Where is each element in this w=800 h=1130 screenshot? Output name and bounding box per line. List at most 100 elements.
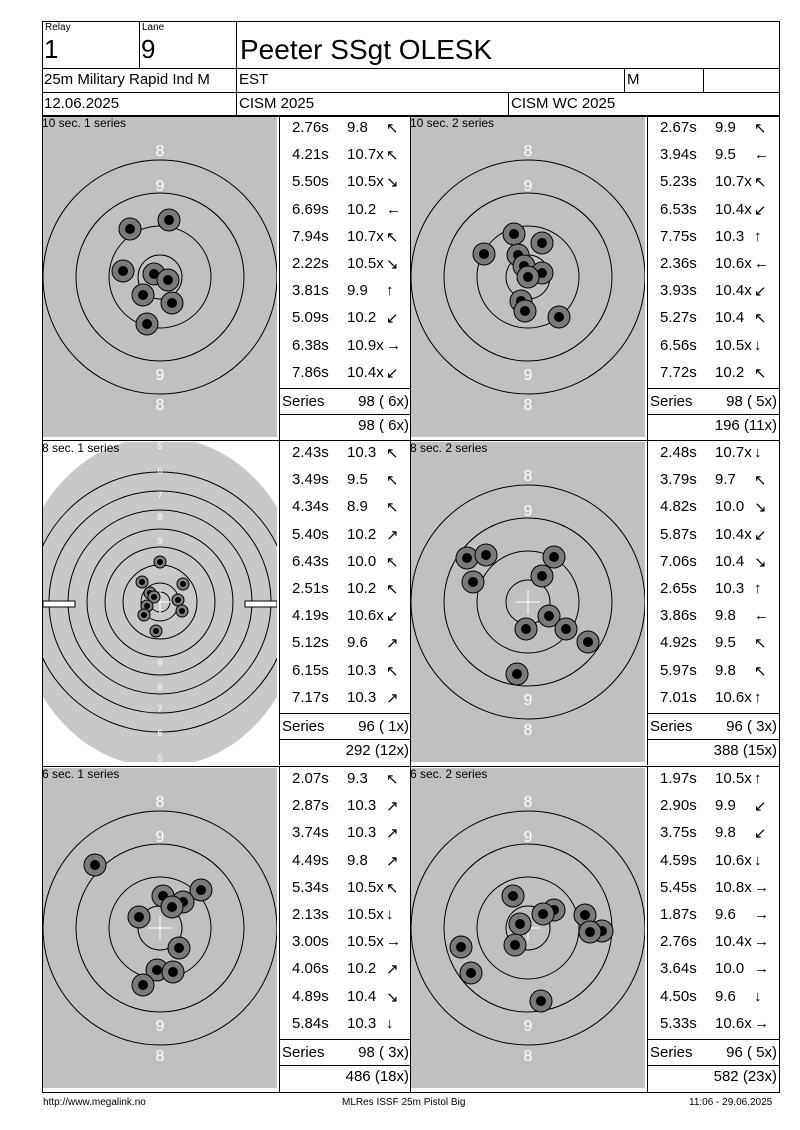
shot-score: 10.7x <box>715 173 752 191</box>
cumulative-score: 388 (15x) <box>713 742 777 759</box>
divider <box>42 440 780 441</box>
shot-direction-icon: ↙ <box>754 526 767 544</box>
shot-time: 5.27s <box>660 309 697 327</box>
shot-row: 3.79s 9.7 ↖ <box>648 468 779 495</box>
shot-row: 1.97s 10.5x ↑ <box>648 767 779 794</box>
shot-hole <box>153 555 167 569</box>
shot-direction-icon: ↙ <box>754 798 767 816</box>
shot-direction-icon: → <box>386 336 401 354</box>
svg-text:8: 8 <box>524 143 533 160</box>
target-image: 8 9 9 8 <box>42 117 278 437</box>
series-total-row: Series 98 ( 5x) <box>648 388 779 415</box>
shot-row: 7.06s 10.4 ↘ <box>648 550 779 577</box>
shot-time: 2.48s <box>660 444 697 461</box>
shot-time: 6.53s <box>660 200 697 218</box>
cumulative-score: 486 (18x) <box>345 1068 409 1085</box>
shot-direction-icon: ↖ <box>754 120 767 137</box>
shot-time: 2.13s <box>292 906 329 923</box>
shot-row: 4.49s 9.8 ↗ <box>280 849 411 876</box>
footer-software: MLRes ISSF 25m Pistol Big <box>342 1097 466 1108</box>
shot-score: 9.9 <box>715 797 736 815</box>
shot-direction-icon: → <box>754 878 769 896</box>
shot-score: 9.6 <box>715 906 736 923</box>
shot-row: 5.40s 10.2 ↗ <box>280 523 411 550</box>
shot-time: 3.93s <box>660 282 697 300</box>
shot-time: 2.90s <box>660 797 697 815</box>
shot-time: 5.34s <box>292 878 329 896</box>
divider <box>139 21 140 68</box>
shot-row: 6.38s 10.9x → <box>280 334 411 361</box>
shot-score: 10.6x <box>715 851 752 869</box>
divider <box>42 766 780 767</box>
shot-hole <box>459 961 483 985</box>
shot-time: 3.94s <box>660 146 697 164</box>
shot-hole <box>161 960 185 984</box>
shot-time: 4.06s <box>292 960 329 978</box>
shot-row: 2.36s 10.6x ← <box>648 252 779 279</box>
divider <box>42 68 780 69</box>
shot-hole <box>131 283 155 307</box>
shot-direction-icon: → <box>754 1014 769 1032</box>
footer-timestamp: 11:06 - 29.06.2025 <box>689 1097 773 1108</box>
shot-row: 6.43s 10.0 ↖ <box>280 550 411 577</box>
shot-row: 4.59s 10.6x ↓ <box>648 849 779 876</box>
series-total-row: Series 98 ( 6x) <box>280 388 411 415</box>
shot-row: 5.87s 10.4x ↙ <box>648 523 779 550</box>
shot-hole <box>503 933 527 957</box>
event-name: 25m Military Rapid Ind M <box>44 71 210 88</box>
shot-time: 3.75s <box>660 824 697 842</box>
shot-time: 5.45s <box>660 878 697 896</box>
shot-score: 9.9 <box>715 119 736 136</box>
shooter-name: Peeter SSgt OLESK <box>240 34 493 65</box>
svg-text:8: 8 <box>157 682 162 692</box>
shot-time: 3.86s <box>660 607 697 625</box>
svg-text:9: 9 <box>524 503 533 520</box>
shot-row: 2.51s 10.2 ↖ <box>280 577 411 604</box>
shot-score: 10.0 <box>347 552 377 570</box>
shot-score: 8.9 <box>347 498 368 516</box>
series-total-row: Series 96 ( 1x) <box>280 713 411 740</box>
shot-score: 10.4x <box>715 282 752 300</box>
shot-score: 9.5 <box>347 471 368 489</box>
shot-row: 4.82s 10.0 ↘ <box>648 495 779 522</box>
svg-text:8: 8 <box>524 397 533 414</box>
svg-text:9: 9 <box>156 829 165 846</box>
shot-time: 3.79s <box>660 471 697 489</box>
shot-score: 9.5 <box>715 146 736 164</box>
shot-score: 10.6x <box>715 255 752 272</box>
shot-score: 9.8 <box>347 119 368 136</box>
series-label: Series <box>282 393 325 410</box>
series-title: 6 sec. 1 series <box>42 767 120 781</box>
shot-score: 10.4 <box>715 552 745 570</box>
shot-hole <box>474 543 498 567</box>
shot-score: 10.2 <box>347 309 377 327</box>
divider <box>42 92 780 93</box>
shot-direction-icon: ↑ <box>754 580 762 597</box>
shot-direction-icon: ↖ <box>754 662 767 680</box>
shot-row: 2.22s 10.5x ↘ <box>280 252 411 279</box>
shot-hole <box>176 577 190 591</box>
shot-direction-icon: → <box>754 960 769 978</box>
shot-time: 2.51s <box>292 580 329 597</box>
shot-direction-icon: ↖ <box>386 147 399 165</box>
shot-direction-icon: ↓ <box>386 906 394 923</box>
shot-row: 3.93s 10.4x ↙ <box>648 279 779 306</box>
shot-hole <box>514 617 538 641</box>
footer-url[interactable]: http://www.megalink.no <box>43 1097 146 1108</box>
shot-direction-icon: ↑ <box>754 688 762 706</box>
series-score: 98 ( 6x) <box>358 393 409 410</box>
svg-text:6: 6 <box>157 728 162 738</box>
shot-hole <box>147 590 161 604</box>
shot-direction-icon: → <box>754 933 769 951</box>
cumulative-score: 98 ( 6x) <box>358 417 409 434</box>
shot-time: 4.50s <box>660 987 697 1005</box>
shot-time: 7.86s <box>292 363 329 381</box>
series-title: 10 sec. 1 series <box>42 116 127 130</box>
svg-text:9: 9 <box>524 1018 533 1035</box>
shot-hole <box>135 575 149 589</box>
shot-score: 10.2 <box>347 580 377 597</box>
shot-row: 5.12s 9.6 ↗ <box>280 631 411 658</box>
shot-direction-icon: ↖ <box>386 472 399 490</box>
shot-direction-icon: ↑ <box>386 282 394 300</box>
series-panel: 8 sec. 1 series 5 5 6 6 7 7 8 8 9 9 2.43s 10.3 ↖ 3.49s… <box>17 437 411 767</box>
